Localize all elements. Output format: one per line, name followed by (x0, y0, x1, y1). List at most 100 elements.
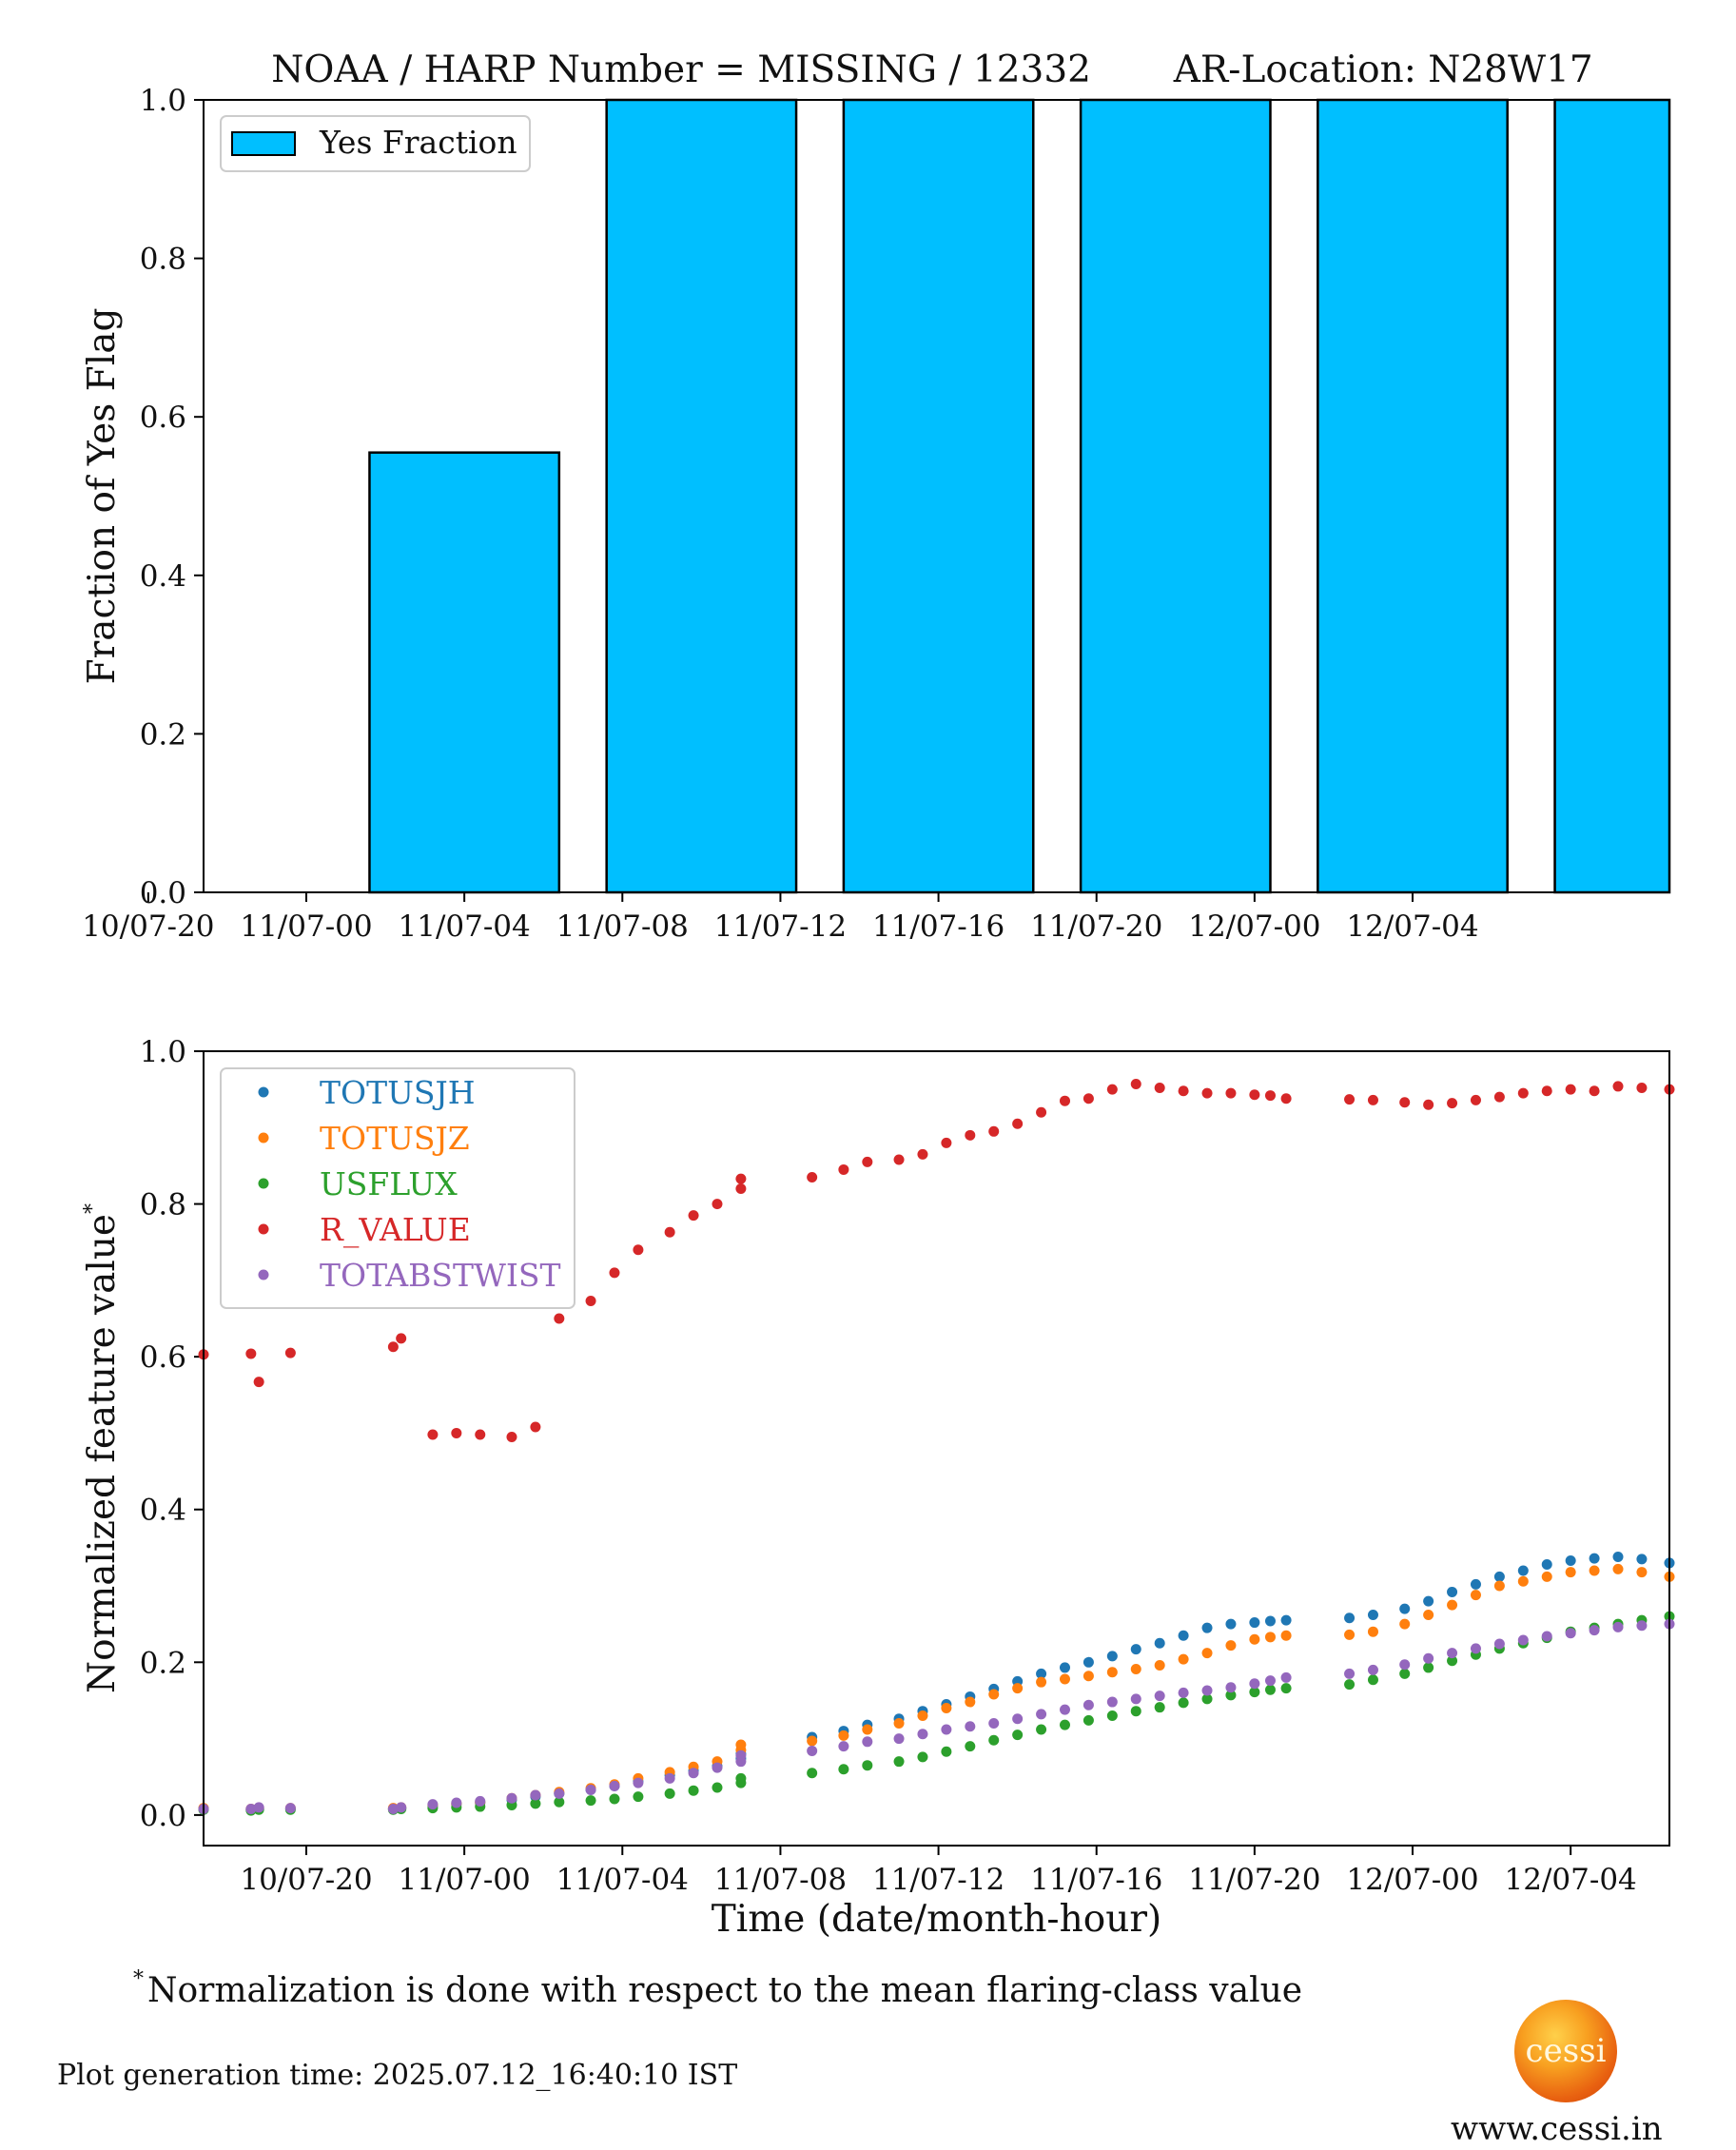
top-x-tick-label: 12/07-04 (1346, 909, 1478, 944)
top-y-tick-label: 0.4 (140, 559, 186, 594)
data-point (1083, 1699, 1094, 1710)
data-point (1106, 1710, 1118, 1722)
data-point (1178, 1687, 1189, 1698)
data-point (1565, 1567, 1576, 1578)
yes-fraction-bar (842, 98, 1035, 894)
data-point (253, 1377, 264, 1388)
data-point (245, 1803, 257, 1814)
data-point (506, 1792, 517, 1804)
top-plot-frame (203, 99, 1670, 893)
data-point (807, 1735, 818, 1747)
data-point (609, 1267, 620, 1279)
data-point (1225, 1690, 1237, 1701)
data-point (1399, 1668, 1411, 1679)
top-bar-chart: 0.0 0.2 0.4 0.6 0.8 1.0 10/07-20 11/07-00 11/07-… (81, 84, 1671, 944)
top-x-tick-label: 12/07-00 (1188, 909, 1320, 944)
bottom-x-tick-label: 10/07-20 (240, 1863, 372, 1897)
data-point (1493, 1091, 1505, 1103)
data-point (862, 1736, 873, 1748)
data-point (1517, 1634, 1529, 1646)
data-point (1154, 1637, 1165, 1649)
data-point (1589, 1553, 1600, 1564)
data-point (427, 1429, 439, 1440)
data-point (1399, 1097, 1411, 1108)
legend-marker-totusjz (258, 1132, 269, 1143)
data-point (1470, 1590, 1481, 1601)
data-point (1367, 1094, 1378, 1105)
data-point (1589, 1625, 1600, 1636)
data-point (1225, 1618, 1237, 1630)
y-axis-label-mark: * (81, 1203, 105, 1214)
data-point (1249, 1089, 1260, 1101)
data-point (1399, 1603, 1411, 1614)
data-point (917, 1710, 928, 1722)
data-point (988, 1718, 1000, 1730)
data-point (1012, 1713, 1024, 1725)
data-point (917, 1148, 928, 1160)
data-point (451, 1427, 462, 1438)
data-point (988, 1125, 1000, 1137)
top-y-tick-label: 1.0 (140, 84, 186, 118)
data-point (506, 1431, 517, 1442)
data-point (1541, 1571, 1552, 1582)
data-point (712, 1782, 723, 1793)
bottom-x-tick-label: 11/07-08 (714, 1863, 847, 1897)
bottom-scatter-chart: 0.0 0.2 0.4 0.6 0.8 1.0 10/07-20 11/07-00 11/07-… (81, 1035, 1675, 1941)
data-point (1130, 1693, 1141, 1705)
footnote-text: Normalization is done with respect to th… (147, 1971, 1303, 2010)
bottom-x-tick-label: 11/07-04 (556, 1863, 689, 1897)
data-point (1249, 1687, 1260, 1698)
data-point (1201, 1087, 1213, 1099)
data-point (941, 1702, 952, 1713)
bottom-y-tick-label: 0.2 (140, 1646, 186, 1680)
data-point (688, 1785, 699, 1796)
data-point (396, 1333, 407, 1344)
data-point (862, 1724, 873, 1735)
data-point (941, 1137, 952, 1148)
bottom-y-axis-label: Normalized feature value* (81, 1203, 124, 1693)
data-point (1012, 1118, 1024, 1129)
top-y-tick-label: 0.8 (140, 243, 186, 277)
legend-marker-r-value (258, 1223, 269, 1235)
legend-label-totusjz: TOTUSJZ (320, 1120, 470, 1157)
data-point (1399, 1659, 1411, 1671)
top-y-axis-label: Fraction of Yes Flag (81, 308, 124, 685)
data-point (1012, 1683, 1024, 1694)
data-point (1059, 1719, 1070, 1730)
yes-fraction-bar (368, 451, 561, 894)
data-point (664, 1772, 675, 1784)
data-point (284, 1803, 296, 1814)
data-point (1367, 1674, 1378, 1686)
bottom-y-tick-label: 1.0 (140, 1035, 186, 1069)
data-point (917, 1751, 928, 1763)
data-point (1367, 1610, 1378, 1621)
data-point (1344, 1094, 1356, 1105)
data-point (1344, 1679, 1356, 1691)
data-point (1106, 1651, 1118, 1662)
data-point (554, 1796, 565, 1808)
data-point (1264, 1615, 1276, 1627)
data-point (1154, 1691, 1165, 1702)
data-point (1225, 1087, 1237, 1099)
data-point (1367, 1664, 1378, 1675)
data-point (1249, 1617, 1260, 1629)
data-point (1083, 1656, 1094, 1668)
data-point (664, 1788, 675, 1799)
data-point (1280, 1671, 1292, 1683)
data-point (387, 1803, 399, 1814)
yes-fraction-bar (1553, 98, 1671, 894)
bottom-x-tick-label: 11/07-12 (872, 1863, 1005, 1897)
bottom-y-tick-label: 0.6 (140, 1340, 186, 1375)
data-point (1036, 1724, 1047, 1735)
data-point (1264, 1675, 1276, 1687)
data-point (1036, 1668, 1047, 1679)
legend-label-totusjh: TOTUSJH (320, 1074, 476, 1111)
bottom-plot-frame (203, 1050, 1670, 1847)
bottom-y-tick-label: 0.0 (140, 1799, 186, 1833)
yes-fraction-bar (1317, 98, 1509, 894)
top-y-tick-label: 0.6 (140, 401, 186, 435)
website-link[interactable]: www.cessi.in (1451, 2110, 1663, 2148)
data-point (941, 1746, 952, 1757)
footnote-mark: * (133, 1967, 144, 1991)
